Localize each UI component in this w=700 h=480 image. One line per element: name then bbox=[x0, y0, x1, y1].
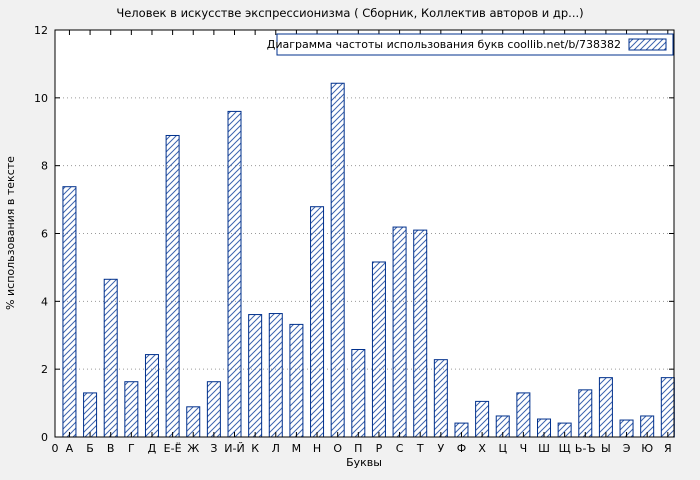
x-tick-label: Ь-Ъ bbox=[575, 442, 596, 455]
x-tick-label: Р bbox=[376, 442, 383, 455]
x-tick-label: П bbox=[354, 442, 362, 455]
bar-А bbox=[62, 186, 77, 438]
bar-В bbox=[103, 278, 118, 438]
bar-П bbox=[351, 348, 366, 438]
x-tick-label: Ш bbox=[538, 442, 550, 455]
legend-swatch bbox=[628, 38, 667, 51]
bar-Ч bbox=[516, 392, 531, 438]
y-axis-label: % использования в тексте bbox=[4, 156, 17, 310]
x-tick-label: В bbox=[107, 442, 115, 455]
y-tick-label: 10 bbox=[34, 92, 48, 105]
bar-Н bbox=[310, 206, 325, 438]
x-tick-label: Э bbox=[623, 442, 631, 455]
bar-Б bbox=[83, 392, 98, 438]
x-tick-label: И-Й bbox=[224, 442, 244, 455]
x-tick-label: Ж bbox=[187, 442, 199, 455]
x-tick-label: Я bbox=[664, 442, 672, 455]
x-tick-label: Г bbox=[128, 442, 135, 455]
y-tick-label: 0 bbox=[41, 431, 48, 444]
x-tick-label: Ю bbox=[641, 442, 653, 455]
x-tick-label: З bbox=[210, 442, 217, 455]
x-tick-label: К bbox=[251, 442, 259, 455]
bar-З bbox=[206, 381, 221, 438]
bar-У bbox=[433, 359, 448, 438]
bar-С bbox=[392, 226, 407, 438]
bar-Т bbox=[413, 229, 428, 438]
x-tick-label: Х bbox=[478, 442, 486, 455]
x-tick-label: Щ bbox=[559, 442, 571, 455]
x-tick-label: Н bbox=[313, 442, 321, 455]
bar-М bbox=[289, 323, 304, 438]
x-tick-label: Е-Ё bbox=[164, 442, 182, 455]
x-tick-label: С bbox=[396, 442, 404, 455]
x-tick-label: М bbox=[292, 442, 302, 455]
bar-Х bbox=[475, 400, 490, 438]
x-origin-label: 0 bbox=[52, 442, 59, 455]
y-tick-label: 12 bbox=[34, 24, 48, 37]
x-tick-label: Ч bbox=[520, 442, 528, 455]
bar-Е-Ё bbox=[165, 134, 180, 438]
bar-Г bbox=[124, 381, 139, 438]
bar-Ы bbox=[598, 377, 613, 438]
bar-И-Й bbox=[227, 110, 242, 438]
legend-label: Диаграмма частоты использования букв coo… bbox=[267, 38, 621, 51]
chart-title: Человек в искусстве экспрессионизма ( Сб… bbox=[116, 6, 583, 20]
legend: Диаграмма частоты использования букв coo… bbox=[267, 33, 674, 56]
x-tick-label: Ы bbox=[601, 442, 611, 455]
x-tick-label: Б bbox=[86, 442, 94, 455]
x-tick-label: А bbox=[66, 442, 74, 455]
bar-Д bbox=[144, 354, 159, 438]
x-tick-label: Л bbox=[272, 442, 280, 455]
y-tick-label: 6 bbox=[41, 228, 48, 241]
legend-box bbox=[276, 33, 674, 56]
bar-Я bbox=[660, 377, 675, 438]
x-tick-label: Ц bbox=[498, 442, 507, 455]
y-tick-label: 2 bbox=[41, 363, 48, 376]
bar-Л bbox=[268, 313, 283, 438]
bar-К bbox=[248, 314, 263, 438]
x-tick-label: Ф bbox=[457, 442, 466, 455]
bars bbox=[62, 82, 675, 438]
y-tick-label: 8 bbox=[41, 160, 48, 173]
y-tick-label: 4 bbox=[41, 295, 48, 308]
bar-Р bbox=[371, 261, 386, 438]
x-axis-label: Буквы bbox=[346, 456, 382, 469]
bar-Ь-Ъ bbox=[578, 389, 593, 438]
plot-border bbox=[54, 29, 675, 438]
x-tick-label: О bbox=[333, 442, 342, 455]
bar-О bbox=[330, 82, 345, 438]
x-tick-label: Д bbox=[148, 442, 157, 455]
x-tick-label: У bbox=[437, 442, 444, 455]
x-tick-label: Т bbox=[416, 442, 424, 455]
